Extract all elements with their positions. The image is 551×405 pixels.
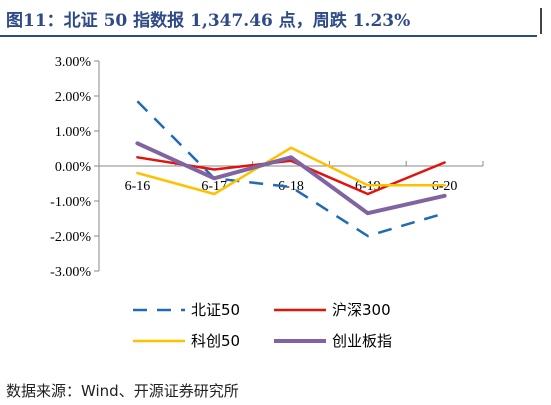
legend-label-3: 科创50	[191, 332, 240, 350]
chart-axes: 3.00% 2.00% 1.00% 0.00% -1.00% -2.00% -3.00% 6-…	[50, 55, 484, 280]
title-underline	[0, 35, 537, 37]
chart-legend: 北证50 沪深300 科创50 创业板指	[133, 301, 392, 350]
y-tick-label: -1.00%	[50, 195, 91, 210]
chart-title: 图11：北证 50 指数报 1,347.46 点，周跌 1.23%	[6, 11, 411, 31]
y-tick-label: -3.00%	[50, 265, 91, 280]
y-tick-label: 2.00%	[55, 90, 92, 105]
legend-label-1: 北证50	[191, 301, 240, 319]
x-tick-label: 6-16	[125, 179, 151, 194]
y-tick-label: 1.00%	[55, 125, 92, 140]
y-tick-label: 0.00%	[55, 160, 92, 175]
page-edge-divider	[540, 8, 542, 34]
title-bar: 图11：北证 50 指数报 1,347.46 点，周跌 1.23%	[0, 0, 537, 37]
chart-series	[135, 100, 447, 238]
y-tick-label: 3.00%	[55, 55, 92, 70]
legend-label-2: 沪深300	[332, 301, 391, 319]
legend-label-4: 创业板指	[332, 332, 392, 350]
series-line-1	[136, 100, 445, 238]
y-tick-label: -2.00%	[50, 230, 91, 245]
data-source-note: 数据来源：Wind、开源证券研究所	[6, 382, 239, 400]
